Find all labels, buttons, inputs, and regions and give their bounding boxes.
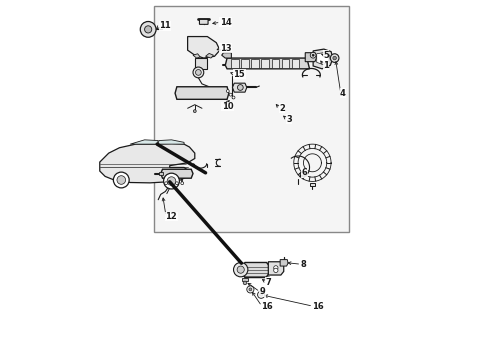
Polygon shape [313, 49, 333, 69]
Circle shape [237, 266, 245, 273]
Text: 16: 16 [313, 302, 324, 311]
Polygon shape [161, 169, 193, 178]
Circle shape [232, 96, 235, 99]
Polygon shape [280, 260, 288, 266]
Circle shape [333, 56, 337, 60]
Circle shape [330, 54, 339, 62]
Polygon shape [305, 53, 317, 62]
Polygon shape [100, 143, 195, 183]
Polygon shape [175, 87, 229, 99]
Circle shape [194, 110, 196, 113]
Polygon shape [231, 59, 239, 68]
Circle shape [249, 288, 252, 291]
Polygon shape [317, 52, 329, 64]
Circle shape [234, 262, 248, 277]
Polygon shape [232, 83, 247, 92]
Text: 14: 14 [220, 18, 232, 27]
Polygon shape [221, 53, 231, 58]
Circle shape [238, 85, 243, 90]
Polygon shape [310, 183, 315, 186]
Text: 1: 1 [323, 61, 329, 70]
Circle shape [113, 172, 129, 188]
Circle shape [243, 281, 247, 285]
Polygon shape [271, 59, 279, 68]
Text: 15: 15 [234, 70, 245, 79]
Text: 3: 3 [286, 114, 292, 123]
Circle shape [193, 67, 204, 78]
Circle shape [167, 177, 176, 185]
Polygon shape [282, 59, 289, 68]
Polygon shape [205, 53, 214, 58]
Text: 6: 6 [302, 168, 308, 177]
Circle shape [229, 93, 232, 96]
Polygon shape [158, 140, 184, 144]
Text: 9: 9 [259, 287, 265, 296]
Text: 8: 8 [300, 260, 306, 269]
Polygon shape [242, 278, 248, 281]
Circle shape [145, 26, 152, 33]
Circle shape [226, 90, 229, 93]
FancyBboxPatch shape [199, 19, 208, 24]
Polygon shape [193, 54, 200, 58]
Circle shape [165, 182, 168, 185]
Circle shape [310, 52, 316, 58]
Polygon shape [262, 59, 269, 68]
Text: 7: 7 [266, 278, 271, 287]
Circle shape [164, 173, 179, 189]
Circle shape [258, 291, 265, 298]
Circle shape [175, 182, 178, 185]
Circle shape [247, 286, 254, 293]
Polygon shape [251, 59, 259, 68]
Circle shape [170, 182, 173, 185]
Polygon shape [242, 59, 248, 68]
Bar [153, 6, 349, 232]
Polygon shape [159, 172, 163, 175]
Circle shape [140, 22, 156, 37]
Circle shape [300, 172, 304, 176]
Text: 10: 10 [221, 102, 233, 111]
Circle shape [117, 176, 125, 184]
Text: 16: 16 [261, 302, 273, 311]
Polygon shape [195, 58, 207, 69]
Text: 2: 2 [279, 104, 285, 113]
Circle shape [260, 293, 263, 296]
Text: 4: 4 [340, 89, 346, 98]
Text: 5: 5 [323, 51, 329, 60]
Polygon shape [130, 140, 158, 144]
Text: 12: 12 [166, 212, 177, 221]
Circle shape [181, 182, 184, 185]
Circle shape [312, 54, 314, 56]
Text: 13: 13 [220, 44, 231, 53]
Circle shape [274, 266, 278, 270]
Polygon shape [188, 37, 220, 58]
Circle shape [274, 268, 278, 273]
Circle shape [196, 69, 201, 75]
Polygon shape [225, 58, 310, 69]
Polygon shape [269, 262, 284, 275]
Polygon shape [242, 262, 270, 278]
Polygon shape [292, 59, 299, 68]
Text: 11: 11 [159, 21, 171, 30]
